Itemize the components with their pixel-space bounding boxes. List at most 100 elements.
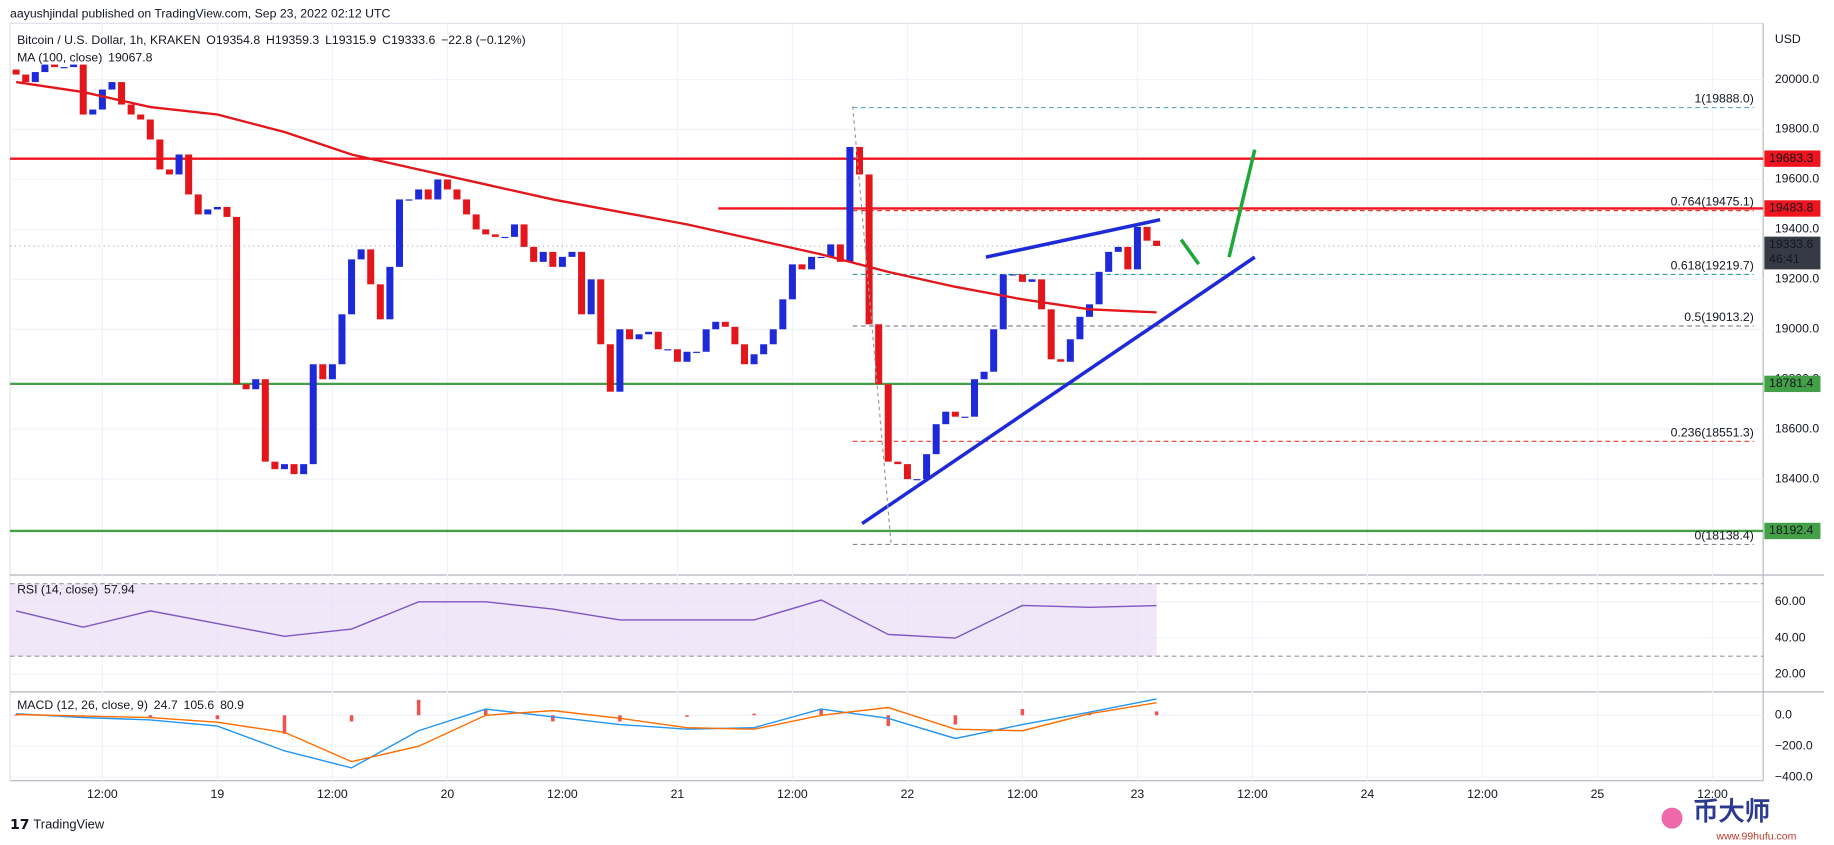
candle-body (146, 119, 154, 140)
candle-body (539, 251, 547, 262)
macd-line (16, 698, 1157, 769)
y-tick-label: 60.00 (1775, 594, 1806, 608)
candle-body (779, 299, 787, 330)
histogram-bar (685, 715, 689, 717)
candle-body (942, 411, 950, 425)
trendline (861, 255, 1256, 526)
candle-body (405, 199, 413, 201)
candle-body (683, 351, 691, 362)
fib-label: 1(19888.0) (1694, 92, 1753, 106)
macd-legend: MACD (12, 26, close, 9) (17, 698, 148, 712)
candle-body (1057, 359, 1065, 362)
candle-body (31, 72, 39, 83)
candle-body (731, 326, 739, 345)
candle-body (357, 249, 365, 260)
countdown: 46:41 (1769, 252, 1800, 266)
y-tick-label: 19200.0 (1775, 272, 1820, 286)
drawings (852, 106, 1257, 546)
candle-body (817, 256, 825, 259)
rsi-legend-value: 57.94 (104, 582, 135, 596)
histogram-bar (483, 709, 488, 716)
histogram-bar (1154, 711, 1159, 716)
candle-body (558, 256, 566, 267)
candle-body (865, 174, 873, 325)
candle-body (855, 146, 864, 175)
candle-body (635, 334, 643, 340)
candle-body (309, 364, 317, 465)
signal-line (16, 702, 1157, 763)
x-tick-label: 12:00 (547, 787, 578, 801)
level-tag-label: 18192.4 (1769, 523, 1814, 537)
candle-body (1009, 274, 1017, 276)
ma-line (15, 80, 1157, 314)
candle-body (175, 154, 183, 175)
candle-body (70, 64, 78, 68)
x-tick-label: 25 (1591, 787, 1605, 801)
candle-body (616, 329, 624, 392)
fib-label: 0.618(19219.7) (1671, 258, 1754, 272)
histogram-bar (886, 715, 891, 727)
candle-body (118, 82, 126, 105)
price-tag (1764, 236, 1821, 270)
candle-body (568, 251, 576, 257)
candle-body (750, 354, 758, 365)
candle-body (1028, 279, 1036, 282)
histogram-bar (148, 715, 153, 718)
candle-body (89, 109, 97, 115)
candle-body (740, 344, 748, 365)
candle-body (625, 329, 633, 340)
y-tick-label: 19000.0 (1775, 322, 1820, 336)
candle-body (22, 74, 30, 83)
candle-body (328, 364, 336, 380)
candle-body (463, 199, 471, 215)
histogram-bar (1087, 713, 1092, 716)
candle-body (760, 344, 768, 355)
candle-body (213, 206, 221, 210)
candle-body (60, 67, 68, 69)
candle-body (165, 169, 173, 175)
candle-body (980, 371, 988, 380)
x-tick-label: 22 (901, 787, 915, 801)
y-tick-label: 20000.0 (1775, 72, 1820, 86)
histogram-bar (819, 709, 823, 716)
y-tick-label: 40.00 (1775, 630, 1806, 644)
candle-body (798, 264, 806, 270)
candle-body (185, 154, 193, 195)
y-tick-label: −400.0 (1775, 769, 1813, 783)
plot (10, 64, 1764, 769)
level-tag-label: 19683.3 (1769, 151, 1814, 165)
watermark-url: www.99hufu.com (1715, 831, 1796, 843)
y-tick-label: 19600.0 (1775, 172, 1820, 186)
candle-body (1066, 339, 1074, 362)
candle-body (846, 146, 854, 262)
candle-body (290, 464, 298, 475)
candle-body (1018, 274, 1026, 282)
level-tag (1764, 375, 1821, 393)
candle-body (501, 236, 509, 239)
candle-body (242, 384, 250, 390)
candle-body (156, 139, 164, 170)
histogram-bar (752, 713, 756, 716)
histogram-bar (349, 715, 354, 722)
x-tick-label: 12:00 (87, 787, 118, 801)
x-tick-label: 12:00 (1007, 787, 1038, 801)
candle-body (1124, 246, 1132, 270)
rsi-band (10, 583, 1157, 657)
candle-body (424, 189, 432, 200)
candle-body (223, 206, 231, 217)
candle-body (50, 64, 58, 68)
candle-body (712, 321, 720, 330)
ohlc: −22.8 (−0.12%) (441, 33, 526, 47)
candle-body (932, 424, 940, 455)
x-tick-label: 12:00 (777, 787, 808, 801)
macd-legend-value: 24.7 (154, 698, 178, 712)
candle-body (137, 114, 145, 120)
watermark-logo (1661, 807, 1683, 829)
candle-body (923, 454, 931, 480)
candle-body (808, 256, 816, 270)
x-tick-label: 12:00 (1237, 787, 1268, 801)
candle-body (204, 209, 212, 215)
